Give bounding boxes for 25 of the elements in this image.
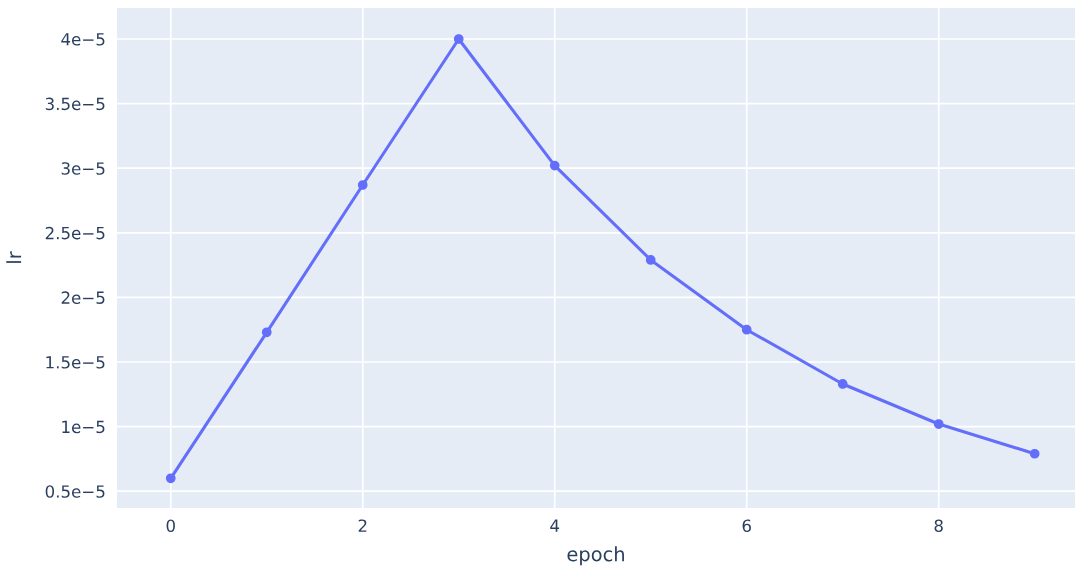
y-tick-label: 0.5e−5 (45, 485, 105, 498)
point (357, 180, 368, 190)
y-tick-label: 4e−5 (61, 33, 105, 46)
point (453, 34, 464, 44)
point (261, 327, 272, 338)
x-tick-label: 0 (166, 519, 175, 533)
y-tick-label: 3e−5 (61, 162, 105, 175)
y-tick-label: 1e−5 (62, 420, 105, 434)
x-axis-title: epoch (567, 546, 624, 566)
point (165, 473, 176, 484)
y-axis-title: lr (6, 251, 22, 263)
x-tick-label: 6 (742, 519, 751, 533)
point (837, 379, 848, 389)
x-tick-label: 8 (934, 519, 943, 533)
point (549, 160, 560, 171)
x-tick-label: 2 (358, 519, 367, 532)
y-tick-label: 1.5e−5 (46, 356, 105, 369)
y-tick-label: 2e−5 (61, 291, 105, 304)
y-tick-label: 2.5e−5 (45, 226, 105, 240)
point (933, 419, 944, 429)
x-tick-label: 4 (550, 519, 560, 532)
point (1029, 448, 1040, 459)
point (645, 255, 656, 265)
point (741, 324, 752, 335)
y-tick-label: 3.5e−5 (45, 97, 105, 111)
